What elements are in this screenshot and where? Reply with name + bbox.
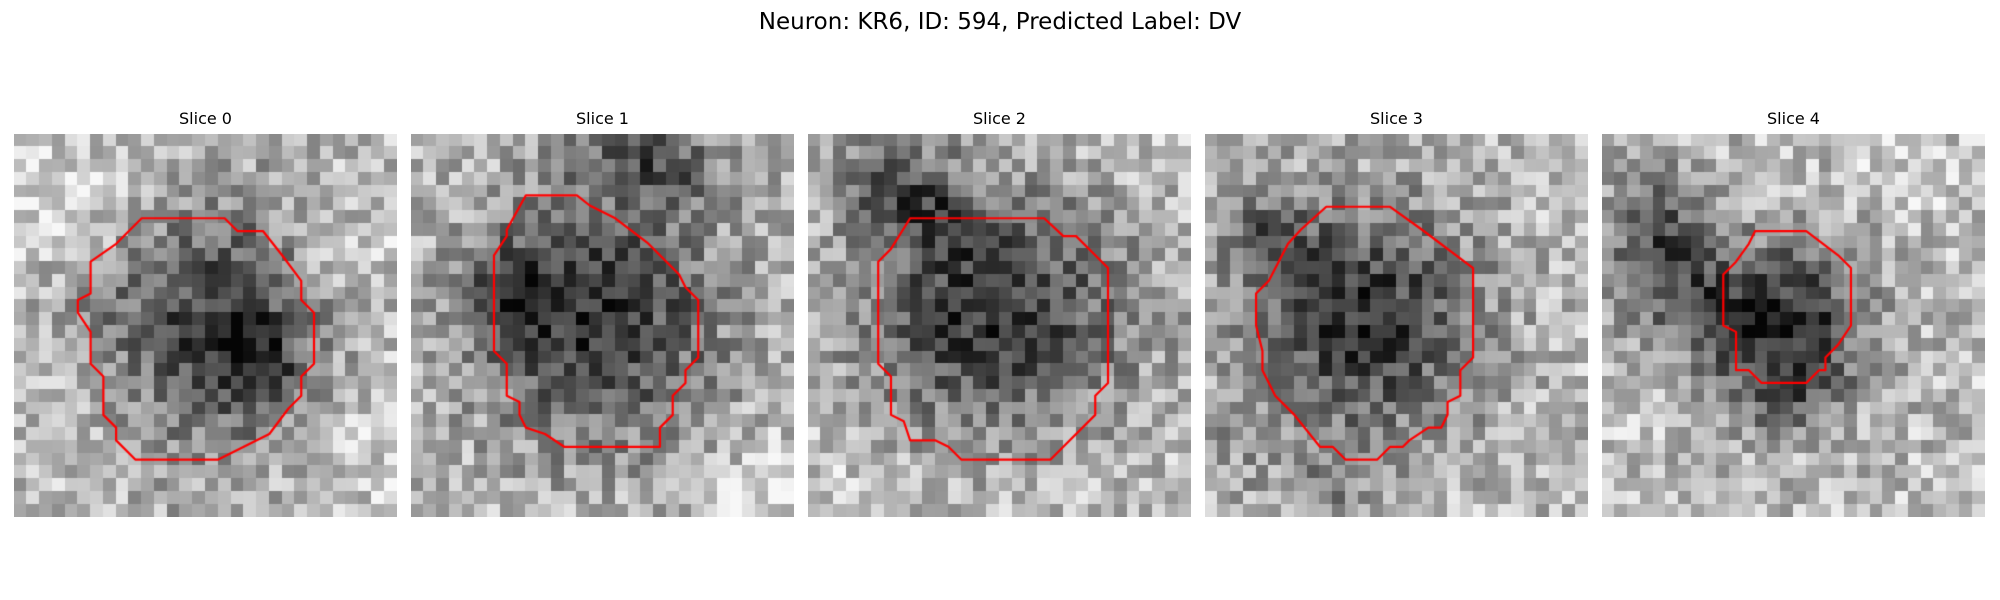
slice-title-2: Slice 2 bbox=[973, 109, 1026, 128]
slice-panel-1: Slice 1 bbox=[411, 108, 794, 517]
slice-panel-3: Slice 3 bbox=[1205, 108, 1588, 517]
slice-panel-0: Slice 0 bbox=[14, 108, 397, 517]
slice-title-1: Slice 1 bbox=[576, 109, 629, 128]
slice-panel-4: Slice 4 bbox=[1602, 108, 1985, 517]
slice-image-0 bbox=[14, 134, 397, 517]
slice-image-2 bbox=[808, 134, 1191, 517]
slice-image-1 bbox=[411, 134, 794, 517]
slice-title-0: Slice 0 bbox=[179, 109, 232, 128]
slice-title-3: Slice 3 bbox=[1370, 109, 1423, 128]
slice-panel-2: Slice 2 bbox=[808, 108, 1191, 517]
slice-title-4: Slice 4 bbox=[1767, 109, 1820, 128]
figure-title: Neuron: KR6, ID: 594, Predicted Label: D… bbox=[758, 9, 1242, 35]
slice-image-4 bbox=[1602, 134, 1985, 517]
slice-image-3 bbox=[1205, 134, 1588, 517]
